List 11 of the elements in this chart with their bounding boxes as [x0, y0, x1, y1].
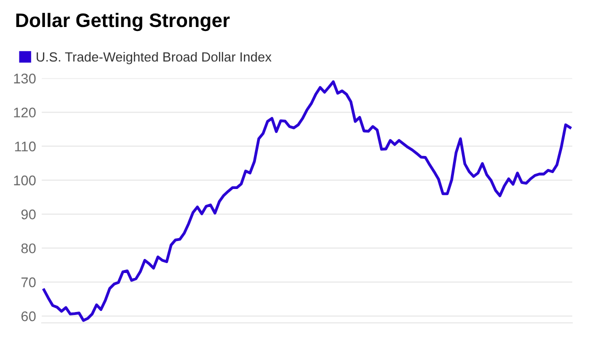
y-tick-label: 70 [21, 277, 36, 288]
chart-title: Dollar Getting Stronger [16, 12, 230, 32]
line-series [42, 80, 572, 322]
y-tick-label: 60 [21, 311, 36, 322]
y-tick-label: 120 [14, 108, 36, 118]
y-tick-label: 110 [15, 142, 36, 152]
y-tick-label: 90 [21, 209, 36, 220]
y-tick-label: 130 [14, 74, 36, 84]
y-tick-label: 80 [21, 243, 36, 254]
legend-label: U.S. Trade-Weighted Broad Dollar Index [36, 52, 272, 64]
y-tick-label: 100 [14, 176, 36, 186]
